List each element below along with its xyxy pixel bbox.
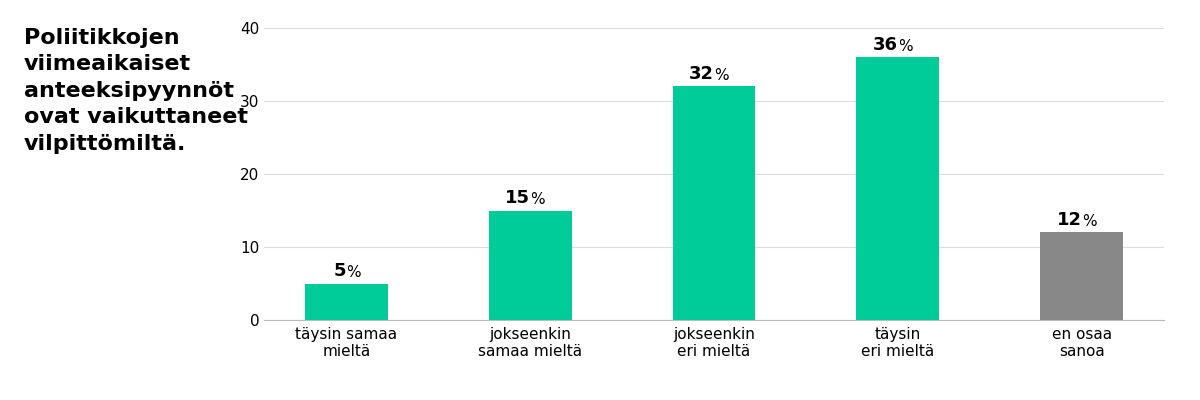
- Bar: [305, 284, 388, 320]
- Text: 12: 12: [1057, 211, 1081, 229]
- Bar: [1040, 232, 1123, 320]
- Text: %: %: [714, 68, 728, 83]
- Text: %: %: [898, 38, 912, 54]
- Text: %: %: [530, 192, 545, 207]
- Text: %: %: [347, 265, 361, 280]
- Text: 15: 15: [505, 189, 530, 207]
- Text: 32: 32: [689, 65, 714, 83]
- Text: 5: 5: [334, 262, 347, 280]
- Text: %: %: [1081, 214, 1097, 229]
- Bar: [857, 57, 940, 320]
- Text: 36: 36: [872, 36, 898, 54]
- Bar: [673, 86, 755, 320]
- Bar: [488, 210, 571, 320]
- Text: Poliitikkojen
viimeaikaiset
anteeksipyynnöt
ovat vaikuttaneet
vilpittömiltä.: Poliitikkojen viimeaikaiset anteeksipyyn…: [24, 28, 248, 154]
